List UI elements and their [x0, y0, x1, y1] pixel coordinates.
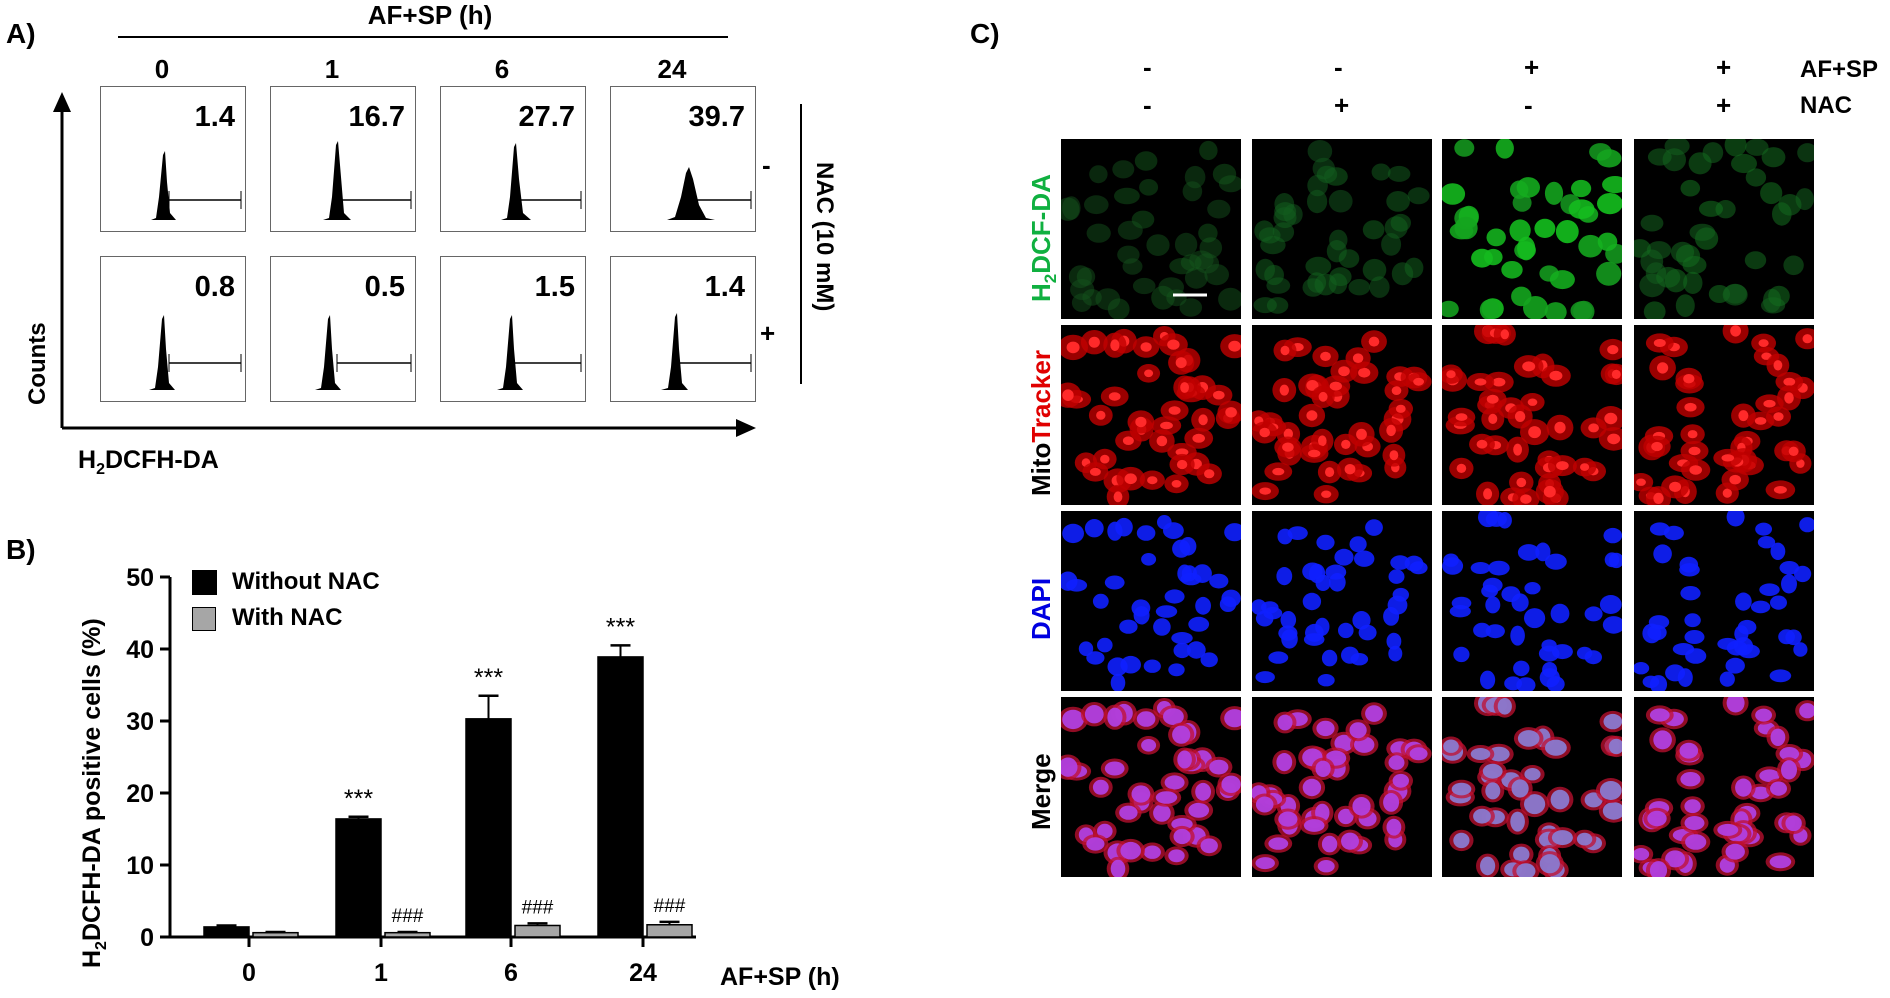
histogram-value: 1.5: [534, 271, 575, 303]
bar-chart: 0 10 20 30 40 50 0 1 *** ### 6 *** ### 24 *** ###: [126, 564, 696, 987]
af-sp-row-label: AF+SP: [1800, 56, 1879, 83]
x-tick-label: 1: [374, 959, 388, 987]
x-tick-label: 24: [629, 959, 657, 987]
channel-label-h2dcf: H2DCF-DA: [1026, 174, 1061, 302]
micrograph: [1442, 325, 1622, 505]
significance-asterisks: ***: [344, 785, 373, 813]
bar-with-nac: [384, 931, 431, 938]
histogram-6h-with-nac: 1.5: [440, 256, 586, 402]
micrograph: [1061, 511, 1241, 691]
legend-swatch-without: [192, 570, 217, 595]
time-label-2: 6: [494, 54, 510, 84]
y-tick-label: 20: [126, 780, 154, 808]
significance-hashes: ###: [654, 896, 686, 917]
histogram-0h-no-nac: 1.4: [100, 86, 246, 232]
nac-row-label: NAC: [1800, 92, 1852, 119]
time-label-0: 0: [154, 54, 170, 84]
channel-label-dapi: DAPI: [1026, 577, 1056, 640]
panel-a-header: AF+SP (h): [367, 0, 493, 30]
af-sp-sign: -: [1143, 52, 1152, 82]
legend-label-with: With NAC: [232, 604, 343, 631]
significance-hashes: ###: [522, 897, 554, 918]
histogram-value: 1.4: [704, 271, 745, 303]
histogram-6h-no-nac: 27.7: [440, 86, 586, 232]
histogram-value: 0.8: [194, 271, 235, 303]
bar-without-nac: [203, 926, 250, 938]
histogram-value: 39.7: [688, 101, 745, 133]
micrograph: [1061, 325, 1241, 505]
nac-row-sign-plus: +: [760, 318, 776, 348]
histogram-0h-with-nac: 0.8: [100, 256, 246, 402]
panel-b-label: B): [6, 534, 36, 565]
legend-swatch-with: [192, 607, 216, 631]
nac-sign: +: [1334, 90, 1350, 120]
panel-a-label: A): [6, 18, 36, 49]
micrograph: [1061, 139, 1241, 319]
micrograph: [1252, 139, 1432, 319]
time-label-1: 1: [324, 54, 340, 84]
significance-asterisks: ***: [474, 664, 503, 692]
bar-with-nac: [646, 924, 693, 938]
panel-a-header-line: [118, 36, 728, 38]
nac-sign: -: [1524, 90, 1533, 120]
histogram-value: 0.5: [364, 271, 405, 303]
channel-label-merge: Merge: [1026, 753, 1056, 830]
micrograph: [1252, 697, 1432, 877]
micrograph: [1252, 511, 1432, 691]
nac-sign: +: [1716, 90, 1732, 120]
panel-a-y-label: Counts: [24, 322, 51, 405]
panel-a-x-label: H2DCFH-DA: [78, 446, 219, 478]
micrograph: [1634, 697, 1814, 877]
channel-label-mitotracker: MitoTracker: [1026, 350, 1056, 496]
significance-asterisks: ***: [606, 613, 635, 641]
micrograph: [1061, 697, 1241, 877]
micrograph: [1634, 139, 1814, 319]
nac-sign: -: [1143, 90, 1152, 120]
histogram-1h-no-nac: 16.7: [270, 86, 416, 232]
histogram-24h-with-nac: 1.4: [610, 256, 756, 402]
time-label-3: 24: [657, 54, 687, 84]
micrograph: [1442, 511, 1622, 691]
bar-without-nac: [597, 656, 644, 938]
af-sp-sign: +: [1524, 52, 1540, 82]
panel-b-x-label: AF+SP (h): [720, 963, 840, 991]
y-tick-label: 10: [126, 852, 154, 880]
y-tick-label: 50: [126, 564, 154, 592]
y-tick-label: 30: [126, 708, 154, 736]
x-tick-label: 0: [242, 959, 256, 987]
histogram-value: 16.7: [348, 101, 405, 133]
bar-without-nac: [335, 818, 382, 938]
af-sp-sign: +: [1716, 52, 1732, 82]
nac-side-line: [800, 104, 802, 384]
bar-with-nac: [252, 931, 299, 938]
af-sp-sign: -: [1334, 52, 1343, 82]
micrograph: [1442, 139, 1622, 319]
micrograph: [1634, 511, 1814, 691]
nac-side-label: NAC (10 mM): [811, 162, 838, 312]
y-tick-label: 40: [126, 636, 154, 664]
bar-without-nac: [465, 718, 512, 938]
histogram-value: 1.4: [194, 101, 235, 133]
histogram-1h-with-nac: 0.5: [270, 256, 416, 402]
nac-row-sign-minus: -: [762, 150, 771, 180]
legend-label-without: Without NAC: [232, 568, 380, 595]
micrograph: [1252, 325, 1432, 505]
histogram-24h-no-nac: 39.7: [610, 86, 756, 232]
micrograph: [1634, 325, 1814, 505]
histogram-value: 27.7: [518, 101, 575, 133]
y-tick-label: 0: [140, 924, 154, 952]
x-tick-label: 6: [504, 959, 518, 987]
micrograph: [1442, 697, 1622, 877]
panel-b-y-label: H2DCFH-DA positive cells (%): [78, 618, 110, 968]
panel-a-axes: [53, 92, 756, 437]
bar-with-nac: [514, 924, 561, 938]
panel-c-label: C): [970, 18, 1000, 49]
significance-hashes: ###: [392, 906, 424, 927]
